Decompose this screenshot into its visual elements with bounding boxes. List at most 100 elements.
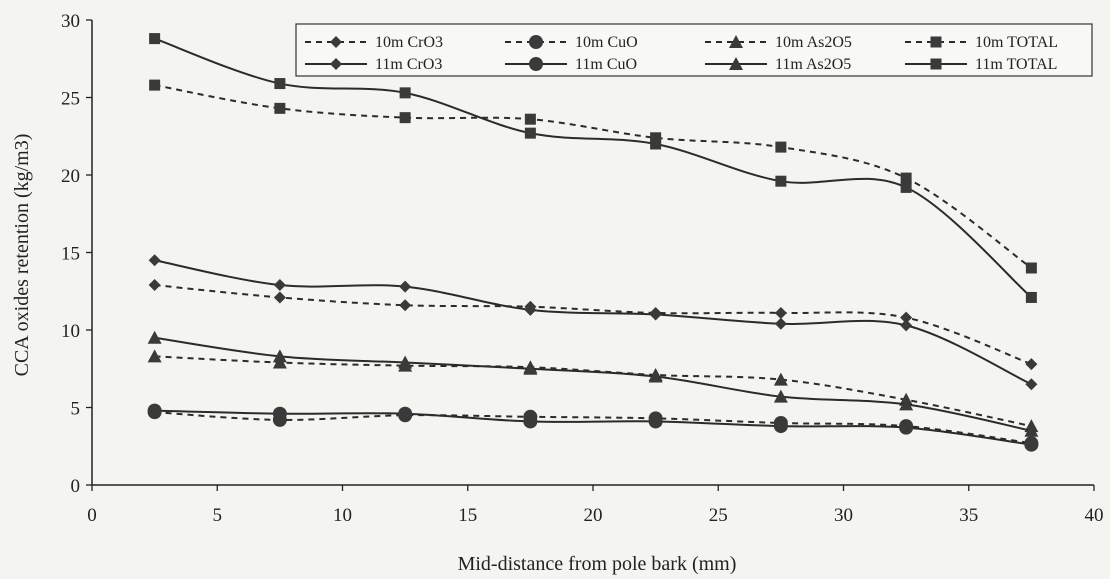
y-tick-label: 25 [61, 89, 80, 110]
x-tick-label: 10 [333, 505, 352, 526]
series-line [154, 84, 1032, 269]
series-11m-cuo [147, 403, 1039, 452]
y-tick-label: 10 [61, 321, 80, 342]
legend-label: 10m As2O5 [775, 34, 852, 51]
legend-label: 10m CrO3 [375, 34, 443, 51]
y-tick-label: 0 [71, 476, 81, 497]
legend-marker [330, 36, 342, 48]
series-line [154, 336, 1032, 432]
series-group [147, 33, 1039, 452]
legend-marker [729, 35, 743, 48]
series-11m-as2o5 [147, 330, 1039, 437]
y-tick-label: 15 [61, 244, 80, 265]
axes [86, 19, 1095, 491]
data-point [399, 112, 411, 124]
data-point [274, 78, 286, 90]
data-point [149, 79, 161, 91]
x-tick-label: 0 [87, 505, 97, 526]
legend-item: 10m CrO3 [305, 34, 443, 51]
data-point [147, 349, 162, 363]
legend-label: 11m As2O5 [775, 56, 851, 73]
y-axis-label: CCA oxides retention (kg/m3) [11, 134, 33, 377]
data-point [899, 397, 914, 411]
series-line [154, 409, 1032, 446]
x-tick-label: 35 [959, 505, 978, 526]
series-line [154, 411, 1032, 445]
legend-item: 10m As2O5 [705, 34, 852, 51]
data-point [1025, 378, 1038, 391]
data-point [398, 406, 413, 421]
y-tick-label: 20 [61, 166, 80, 187]
data-point [148, 254, 161, 267]
data-point [523, 414, 538, 429]
series-10m-total [149, 79, 1037, 274]
legend-item: 11m CuO [505, 56, 637, 73]
data-point [148, 279, 161, 292]
data-point [773, 419, 788, 434]
data-point [774, 317, 787, 330]
legend-label: 11m TOTAL [975, 56, 1057, 73]
data-point [149, 33, 161, 45]
series-11m-cro3 [148, 254, 1038, 391]
legend-marker [930, 36, 942, 48]
data-point [1025, 291, 1037, 303]
data-point [273, 279, 286, 292]
x-tick-label: 30 [834, 505, 853, 526]
y-tick-label: 30 [61, 11, 80, 32]
x-axis-label: Mid-distance from pole bark (mm) [458, 553, 737, 575]
data-point [1024, 423, 1039, 437]
legend-label: 11m CrO3 [375, 56, 442, 73]
data-point [774, 306, 787, 319]
legend-marker [729, 57, 743, 70]
series-line [154, 259, 1032, 386]
data-point [900, 172, 912, 184]
legend-item: 11m CrO3 [305, 56, 442, 73]
data-point [650, 138, 662, 150]
data-point [650, 132, 662, 144]
series-line [154, 284, 1032, 366]
x-tick-label: 5 [213, 505, 223, 526]
data-point [900, 311, 913, 324]
legend: 10m CrO3 10m CuO 10m As2O5 10m TOTAL 11m CrO… [295, 23, 1093, 77]
legend-marker [529, 57, 543, 71]
y-tick-label: 5 [71, 399, 81, 420]
x-tick-label: 40 [1085, 505, 1104, 526]
legend-marker [529, 35, 543, 49]
data-point [648, 369, 663, 383]
data-point [773, 389, 788, 403]
legend-item: 11m As2O5 [705, 56, 851, 73]
data-point [649, 308, 662, 321]
data-point [399, 87, 411, 99]
data-point [773, 372, 788, 386]
x-tick-label: 15 [458, 505, 477, 526]
data-point [648, 414, 663, 429]
series-11m-total [149, 33, 1037, 303]
data-point [272, 349, 287, 363]
data-point [524, 113, 536, 125]
data-point [523, 361, 538, 375]
data-point [274, 102, 286, 114]
series-line [154, 355, 1032, 428]
legend-label: 10m TOTAL [975, 34, 1058, 51]
data-point [399, 299, 412, 312]
data-point [775, 141, 787, 153]
x-tick-label: 20 [584, 505, 603, 526]
data-point [272, 406, 287, 421]
data-point [1025, 358, 1038, 371]
data-point [900, 181, 912, 193]
legend-label: 11m CuO [575, 56, 637, 73]
legend-item: 10m CuO [505, 34, 638, 51]
data-point [775, 175, 787, 187]
legend-marker [330, 58, 342, 70]
legend-item: 11m TOTAL [905, 56, 1057, 73]
data-point [398, 355, 413, 369]
x-tick-label: 25 [709, 505, 728, 526]
legend-item: 10m TOTAL [905, 34, 1058, 51]
data-point [1025, 262, 1037, 274]
data-point [524, 303, 537, 316]
data-point [900, 319, 913, 332]
data-point [399, 280, 412, 293]
series-line [154, 37, 1033, 299]
data-point [147, 330, 162, 344]
